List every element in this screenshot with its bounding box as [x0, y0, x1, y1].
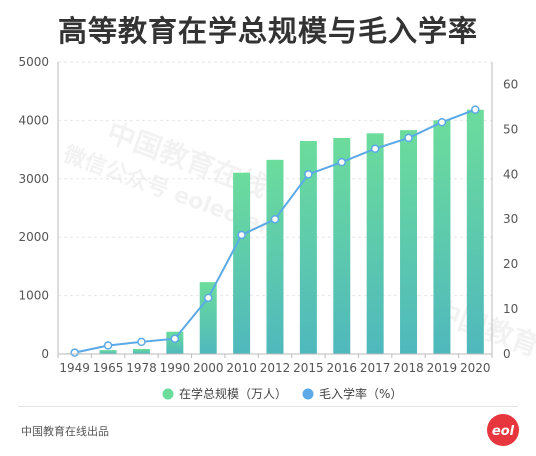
x-tick-label: 2015 [293, 361, 324, 375]
x-tick-label: 2019 [427, 361, 458, 375]
y-left-tick-label: 2000 [18, 230, 49, 244]
x-tick-label: 2017 [360, 361, 391, 375]
line-point [203, 293, 213, 303]
bar [266, 159, 284, 354]
bar [433, 120, 451, 354]
eol-logo: eol [487, 414, 519, 446]
x-tick-label: 2016 [326, 361, 357, 375]
x-tick-label: 2020 [460, 361, 491, 375]
line-point [404, 133, 413, 143]
logo-circle [487, 414, 519, 446]
chart-title: 高等教育在学总规模与毛入学率 [57, 14, 478, 48]
y-left-tick-label: 5000 [18, 55, 49, 69]
x-tick-label: 1990 [160, 361, 191, 375]
bar-series [66, 109, 484, 354]
y-left-tick-label: 3000 [18, 172, 49, 186]
line-point [471, 105, 480, 114]
footer-divider [18, 406, 518, 407]
bar [466, 109, 484, 354]
y-left-tick-label: 4000 [18, 113, 49, 127]
legend-marker-line [302, 388, 314, 400]
line-point [270, 214, 280, 224]
legend: 在学总规模（万人） 毛入学率（%） [162, 386, 402, 401]
x-tick-label: 2012 [260, 361, 291, 375]
line-point [70, 348, 79, 357]
x-tick-label: 1949 [59, 361, 90, 375]
line-point [170, 334, 180, 343]
y-right-tick-label: 50 [503, 122, 518, 136]
bar [199, 282, 217, 354]
bar [233, 172, 251, 354]
x-tick-label: 2018 [393, 361, 424, 375]
y-left-tick-label: 1000 [18, 289, 49, 303]
x-tick-label: 2000 [193, 361, 224, 375]
line-point [137, 337, 146, 347]
x-tick-label: 1978 [126, 361, 157, 375]
line-point [237, 230, 246, 240]
line-point [304, 170, 313, 179]
bar [400, 130, 418, 354]
line-point [103, 341, 113, 350]
y-right-tick-label: 0 [503, 347, 511, 361]
legend-label-bar: 在学总规模（万人） [179, 386, 287, 401]
y-right-tick-label: 30 [503, 212, 518, 226]
bar [333, 137, 351, 354]
line-series [70, 105, 480, 357]
x-tick-label: 1965 [93, 361, 124, 375]
bar [366, 133, 384, 354]
y-left-tick-label: 0 [41, 347, 49, 361]
bar [299, 141, 317, 354]
line-point [437, 117, 447, 127]
y-right-tick-label: 10 [503, 302, 518, 316]
bar [99, 350, 117, 354]
line-point [337, 157, 347, 167]
y-right-tick-label: 40 [503, 167, 518, 181]
footer-credit: 中国教育在线出品 [21, 425, 109, 438]
y-right-tick-label: 20 [503, 257, 518, 271]
legend-label-line: 毛入学率（%） [319, 386, 402, 401]
legend-marker-bar [162, 388, 174, 400]
y-right-tick-label: 60 [503, 77, 518, 91]
line-point [370, 144, 380, 153]
logo-text: eol [492, 424, 515, 439]
bar [132, 348, 150, 354]
x-tick-label: 2010 [226, 361, 257, 375]
